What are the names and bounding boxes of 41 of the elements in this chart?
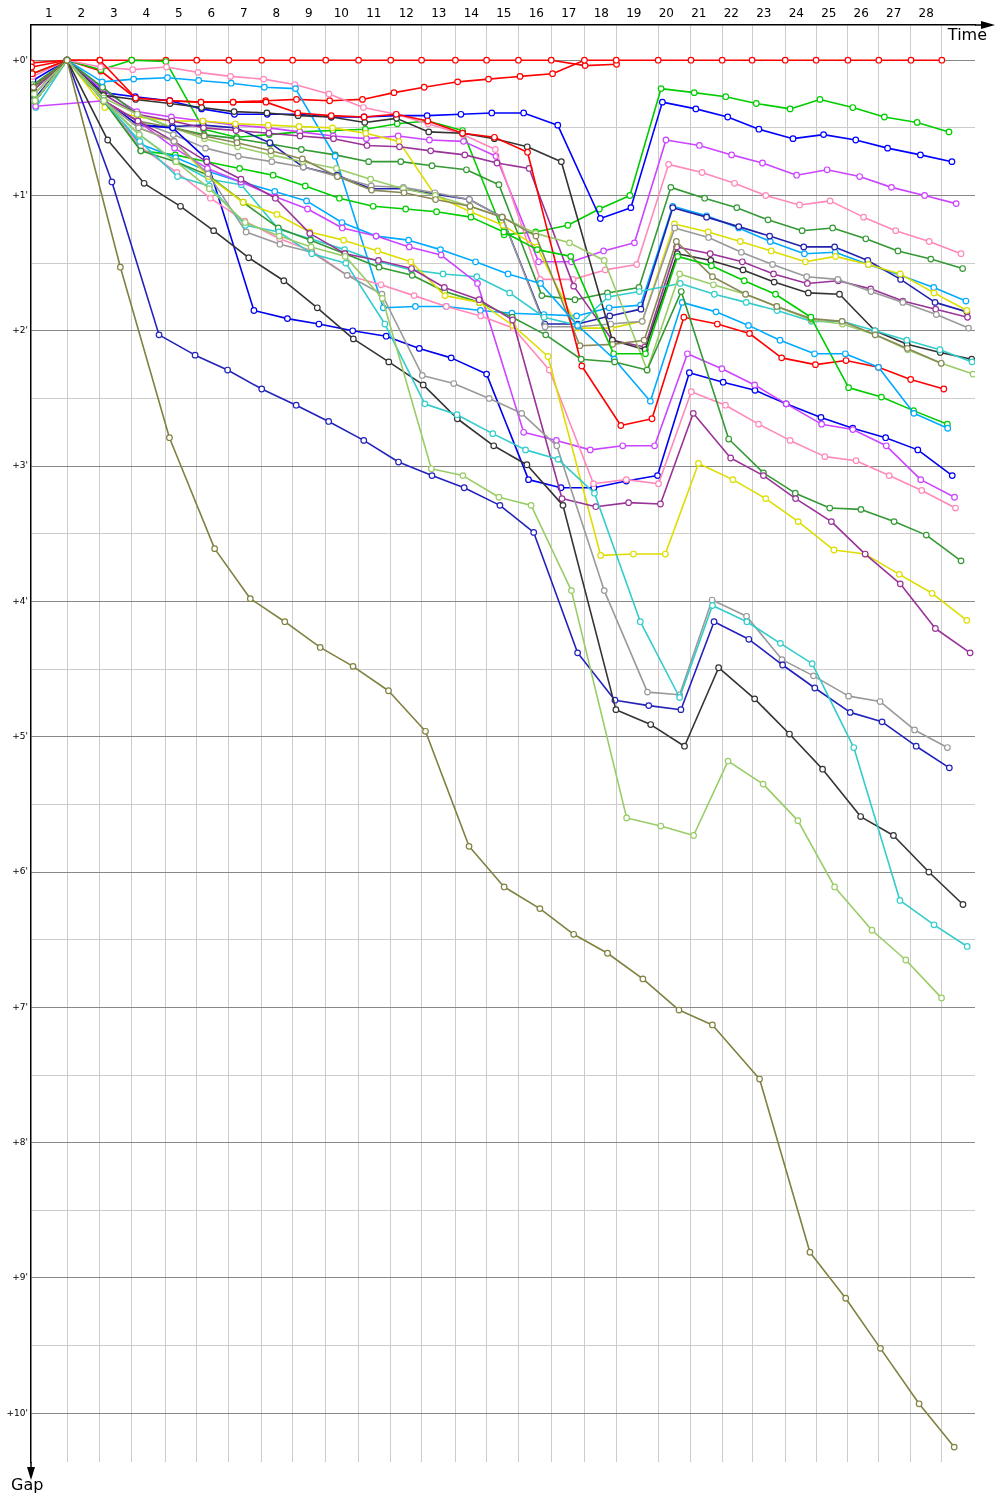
x-tick-label: 19	[626, 5, 642, 20]
x-tick-label: 14	[463, 5, 479, 20]
x-tick-label: 4	[142, 5, 151, 20]
y-tick-label: +3'	[12, 460, 28, 471]
x-tick-label: 1	[45, 5, 53, 20]
x-tick-label: 18	[593, 5, 609, 20]
y-tick-label: +9'	[12, 1272, 28, 1283]
x-tick-label: 22	[723, 5, 739, 20]
x-tick-label: 10	[333, 5, 349, 20]
y-axis-title: Gap	[11, 1475, 44, 1495]
x-tick-label: 28	[918, 5, 934, 20]
x-tick-label: 20	[658, 5, 674, 20]
x-tick-label: 15	[496, 5, 512, 20]
x-tick-label: 9	[305, 5, 313, 20]
x-tick-label: 16	[528, 5, 544, 20]
x-tick-label: 26	[853, 5, 869, 20]
x-tick-label: 12	[398, 5, 414, 20]
x-tick-label: 21	[691, 5, 707, 20]
x-tick-label: 3	[110, 5, 118, 20]
x-tick-label: 17	[561, 5, 577, 20]
x-tick-label: 24	[788, 5, 804, 20]
x-tick-label: 5	[175, 5, 183, 20]
x-tick-label: 23	[756, 5, 772, 20]
y-tick-label: +5'	[12, 731, 28, 742]
x-tick-label: 6	[207, 5, 216, 20]
x-tick-label: 8	[272, 5, 281, 20]
x-axis-title: Time	[946, 25, 987, 45]
x-tick-label: 25	[821, 5, 837, 20]
x-tick-label: 7	[240, 5, 248, 20]
y-tick-label: +7'	[12, 1001, 28, 1012]
x-tick-label: 2	[77, 5, 86, 20]
x-tick-label: 11	[366, 5, 382, 20]
y-tick-label: +4'	[12, 595, 28, 606]
y-tick-label: +0'	[12, 54, 28, 65]
y-tick-label: +10'	[6, 1407, 28, 1418]
y-tick-label: +6'	[12, 866, 28, 877]
x-tick-label: 13	[431, 5, 447, 20]
y-tick-label: +1'	[12, 189, 28, 200]
x-tick-label: 27	[886, 5, 902, 20]
y-tick-label: +8'	[12, 1137, 28, 1148]
y-tick-label: +2'	[12, 325, 28, 336]
